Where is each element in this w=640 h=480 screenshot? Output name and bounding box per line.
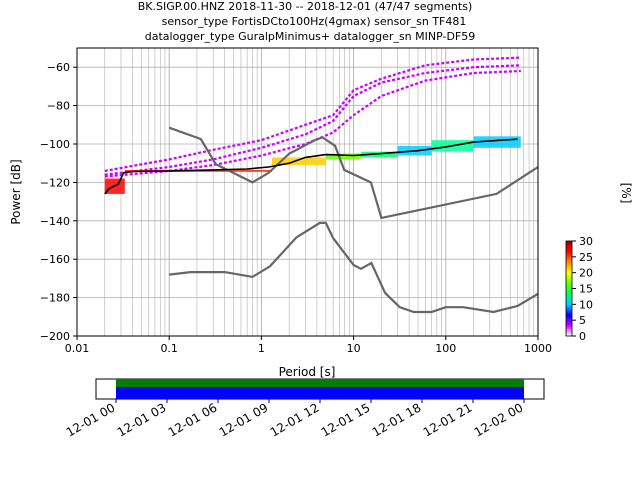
colorbar-strip xyxy=(565,240,573,337)
y-axis-label: Power [dB] xyxy=(9,159,23,224)
timeline-tick-label: 12-01 09 xyxy=(217,400,271,439)
mode-curve xyxy=(104,138,518,195)
colorbar-tick-label: 0 xyxy=(579,330,586,343)
y-tick-label: −60 xyxy=(47,61,70,74)
curves xyxy=(104,126,539,314)
pdf-spread-band xyxy=(104,64,521,176)
timeline-tick-label: 12-01 12 xyxy=(268,400,322,439)
pdf-density-band xyxy=(360,151,398,158)
timeline-tick-label: 12-01 15 xyxy=(319,400,373,439)
colorbar: 0 5 10 15 20 25 30 [%] xyxy=(565,183,633,343)
timeline-tick-label: 12-01 03 xyxy=(115,400,169,439)
x-axis-ticks: 0.01 0.1 1 10 100 1000 xyxy=(65,336,552,355)
plot-background xyxy=(77,48,538,336)
x-tick-label: 1000 xyxy=(524,342,552,355)
pdf-spread-band xyxy=(104,69,521,178)
timeline-band-green xyxy=(116,379,524,387)
pdf-density-band xyxy=(271,157,326,166)
plot-frame xyxy=(76,47,539,337)
timeline-tick-label: 12-01 21 xyxy=(421,400,475,439)
y-tick-label: −100 xyxy=(40,138,70,151)
title-line-2: sensor_type FortisDCto100Hz(4gmax) senso… xyxy=(162,15,467,28)
timeline-tick-label: 12-02 00 xyxy=(472,400,526,439)
colorbar-tick-label: 30 xyxy=(579,235,593,248)
timeline-tick-label: 12-01 00 xyxy=(64,400,118,439)
colorbar-tick-label: 25 xyxy=(579,251,593,264)
x-tick-label: 0.01 xyxy=(65,342,90,355)
colorbar-tick-label: 10 xyxy=(579,298,593,311)
nhnm-curve xyxy=(168,126,539,220)
title-line-1: BK.SIGP.00.HNZ 2018-11-30 -- 2018-12-01 … xyxy=(138,0,473,13)
title-line-3: datalogger_type GuralpMinimus+ datalogge… xyxy=(145,30,476,43)
y-tick-label: −120 xyxy=(40,176,70,189)
y-tick-label: −180 xyxy=(40,292,70,305)
colorbar-label: [%] xyxy=(619,183,633,204)
colorbar-tick-label: 5 xyxy=(579,314,586,327)
x-tick-label: 0.1 xyxy=(160,342,178,355)
x-axis-label: Period [s] xyxy=(279,365,336,379)
x-tick-label: 1 xyxy=(258,342,265,355)
timeline-band-blue xyxy=(116,387,524,399)
colorbar-tick-label: 20 xyxy=(579,267,593,280)
chart-title: BK.SIGP.00.HNZ 2018-11-30 -- 2018-12-01 … xyxy=(138,0,476,43)
y-tick-label: −160 xyxy=(40,253,70,266)
colorbar-tick-label: 15 xyxy=(579,283,593,296)
y-tick-label: −200 xyxy=(40,330,70,343)
nlnm-curve xyxy=(169,221,539,314)
pdf-spread-band xyxy=(104,56,521,172)
pdf-density-band xyxy=(325,153,361,160)
y-axis-ticks: −200 −180 −160 −140 −120 −100 −80 −60 xyxy=(40,61,77,343)
x-tick-label: 100 xyxy=(435,342,456,355)
x-tick-label: 10 xyxy=(347,342,361,355)
plot-area: 0.01 0.1 1 10 100 1000 −200 −180 −160 −140 −120 −1… xyxy=(9,47,552,379)
y-tick-label: −140 xyxy=(40,215,70,228)
colorbar-ticks: 0 5 10 15 20 25 30 xyxy=(572,235,593,343)
pdf-density-band xyxy=(473,136,521,148)
timeline-tick-label: 12-01 06 xyxy=(166,400,220,439)
y-tick-label: −80 xyxy=(47,100,70,113)
timeline-bands xyxy=(116,379,524,399)
timeline-tick-label: 12-01 18 xyxy=(370,400,424,439)
